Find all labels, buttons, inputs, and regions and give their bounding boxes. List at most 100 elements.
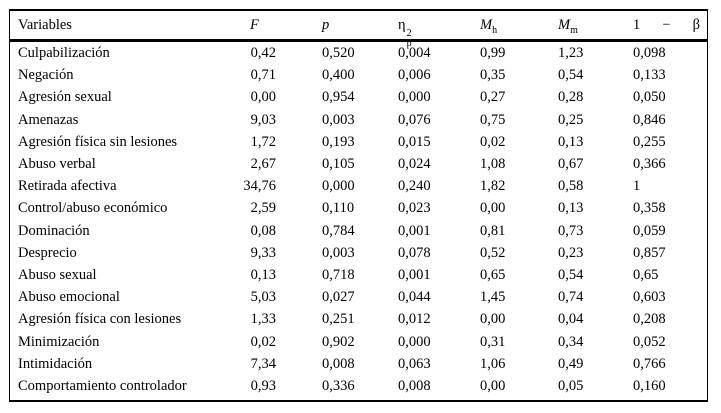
row-mean-h-value: 1,82 xyxy=(480,177,506,194)
row-power-value: 0,052 xyxy=(633,333,666,350)
row-variable-label: Intimidación xyxy=(18,355,93,372)
row-mean-h-value: 0,00 xyxy=(480,200,506,217)
row-variable-label: Abuso sexual xyxy=(18,266,97,283)
row-mean-m-value: 0,34 xyxy=(558,333,584,350)
row-mean-m-value: 0,05 xyxy=(558,377,584,394)
table-row: Dominación 0,08 0,784 0,001 0,81 0,73 0,… xyxy=(10,220,707,242)
row-f-value: 1,72 xyxy=(250,133,276,150)
row-mean-m-value: 0,04 xyxy=(558,311,584,328)
row-mean-h-value: 1,45 xyxy=(480,288,506,305)
row-eta-squared-value: 0,063 xyxy=(398,355,431,372)
row-eta-squared-value: 0,078 xyxy=(398,244,431,261)
row-power-value: 0,857 xyxy=(633,244,666,261)
row-eta-squared-value: 0,024 xyxy=(398,155,431,172)
row-f-value: 34,76 xyxy=(243,177,276,194)
row-power-value: 0,098 xyxy=(633,44,666,61)
row-p-value: 0,400 xyxy=(322,67,355,84)
row-mean-h-value: 0,81 xyxy=(480,222,506,239)
row-power-value: 0,358 xyxy=(633,200,666,217)
row-variable-label: Retirada afectiva xyxy=(18,177,117,194)
row-mean-m-value: 0,28 xyxy=(558,89,584,106)
row-mean-h-value: 0,52 xyxy=(480,244,506,261)
row-variable-label: Agresión sexual xyxy=(18,89,112,106)
row-variable-label: Agresión física con lesiones xyxy=(18,311,182,328)
row-p-value: 0,193 xyxy=(322,133,355,150)
row-variable-label: Negación xyxy=(18,67,74,84)
table-row: Control/abuso económico 2,59 0,110 0,023… xyxy=(10,197,707,219)
row-mean-m-value: 0,73 xyxy=(558,222,584,239)
row-mean-h-value: 0,99 xyxy=(480,44,506,61)
row-mean-m-value: 0,74 xyxy=(558,288,584,305)
row-mean-h-value: 0,02 xyxy=(480,133,506,150)
row-p-value: 0,003 xyxy=(322,111,355,128)
row-f-value: 0,13 xyxy=(250,266,276,283)
row-variable-label: Control/abuso económico xyxy=(18,200,168,217)
row-power-value: 0,160 xyxy=(633,377,666,394)
row-eta-squared-value: 0,001 xyxy=(398,266,431,283)
row-variable-label: Desprecio xyxy=(18,244,77,261)
row-mean-m-value: 0,13 xyxy=(558,133,584,150)
row-f-value: 0,08 xyxy=(250,222,276,239)
row-power-value: 0,133 xyxy=(633,67,666,84)
row-mean-h-value: 0,00 xyxy=(480,311,506,328)
row-f-value: 0,71 xyxy=(250,67,276,84)
row-mean-m-value: 0,49 xyxy=(558,355,584,372)
table-row: Abuso sexual 0,13 0,718 0,001 0,65 0,54 … xyxy=(10,264,707,286)
row-eta-squared-value: 0,044 xyxy=(398,288,431,305)
table-row: Retirada afectiva 34,76 0,000 0,240 1,82… xyxy=(10,175,707,197)
row-eta-squared-value: 0,076 xyxy=(398,111,431,128)
row-f-value: 0,93 xyxy=(250,377,276,394)
row-mean-h-value: 0,27 xyxy=(480,89,506,106)
row-f-value: 0,00 xyxy=(250,89,276,106)
table-row: Comportamiento controlador 0,93 0,336 0,… xyxy=(10,375,707,397)
row-mean-m-value: 0,54 xyxy=(558,266,584,283)
row-mean-m-value: 0,25 xyxy=(558,111,584,128)
power-minus: − xyxy=(662,17,671,33)
row-p-value: 0,520 xyxy=(322,44,355,61)
row-p-value: 0,718 xyxy=(322,266,355,283)
row-p-value: 0,954 xyxy=(322,89,355,106)
row-f-value: 0,02 xyxy=(250,333,276,350)
column-header-p: p xyxy=(322,17,330,33)
row-eta-squared-value: 0,004 xyxy=(398,44,431,61)
row-variable-label: Abuso emocional xyxy=(18,288,120,305)
row-eta-squared-value: 0,240 xyxy=(398,177,431,194)
row-p-value: 0,251 xyxy=(322,311,355,328)
row-eta-squared-value: 0,000 xyxy=(398,89,431,106)
eta-subscript: p xyxy=(406,38,412,49)
row-mean-m-value: 0,67 xyxy=(558,155,584,172)
row-mean-m-value: 1,23 xyxy=(558,44,584,61)
row-variable-label: Dominación xyxy=(18,222,90,239)
row-power-value: 0,65 xyxy=(633,266,659,283)
row-eta-squared-value: 0,015 xyxy=(398,133,431,150)
row-power-value: 0,366 xyxy=(633,155,666,172)
column-header-power: 1 − β xyxy=(633,11,700,39)
column-header-mean-m: Mm xyxy=(558,11,578,39)
mm-symbol: M xyxy=(558,17,571,33)
table-row: Minimización 0,02 0,902 0,000 0,31 0,34 … xyxy=(10,330,707,352)
row-f-value: 2,67 xyxy=(250,155,276,172)
row-p-value: 0,105 xyxy=(322,155,355,172)
table-row: Desprecio 9,33 0,003 0,078 0,52 0,23 0,8… xyxy=(10,242,707,264)
power-one: 1 xyxy=(633,17,641,33)
table-row: Abuso verbal 2,67 0,105 0,024 1,08 0,67 … xyxy=(10,153,707,175)
eta-superscript: 2 xyxy=(406,28,412,39)
mh-subscript: h xyxy=(492,24,498,36)
column-header-f: F xyxy=(250,17,259,33)
row-power-value: 0,766 xyxy=(633,355,666,372)
row-mean-h-value: 0,65 xyxy=(480,266,506,283)
mh-symbol: M xyxy=(480,17,493,33)
row-power-value: 1 xyxy=(633,177,641,194)
table-row: Agresión física con lesiones 1,33 0,251 … xyxy=(10,308,707,330)
row-f-value: 9,03 xyxy=(250,111,276,128)
row-mean-m-value: 0,23 xyxy=(558,244,584,261)
row-variable-label: Amenazas xyxy=(18,111,79,128)
mm-subscript: m xyxy=(570,24,578,36)
row-eta-squared-value: 0,008 xyxy=(398,377,431,394)
row-mean-m-value: 0,54 xyxy=(558,67,584,84)
row-p-value: 0,784 xyxy=(322,222,355,239)
column-header-variables: Variables xyxy=(18,17,72,33)
row-f-value: 0,42 xyxy=(250,44,276,61)
